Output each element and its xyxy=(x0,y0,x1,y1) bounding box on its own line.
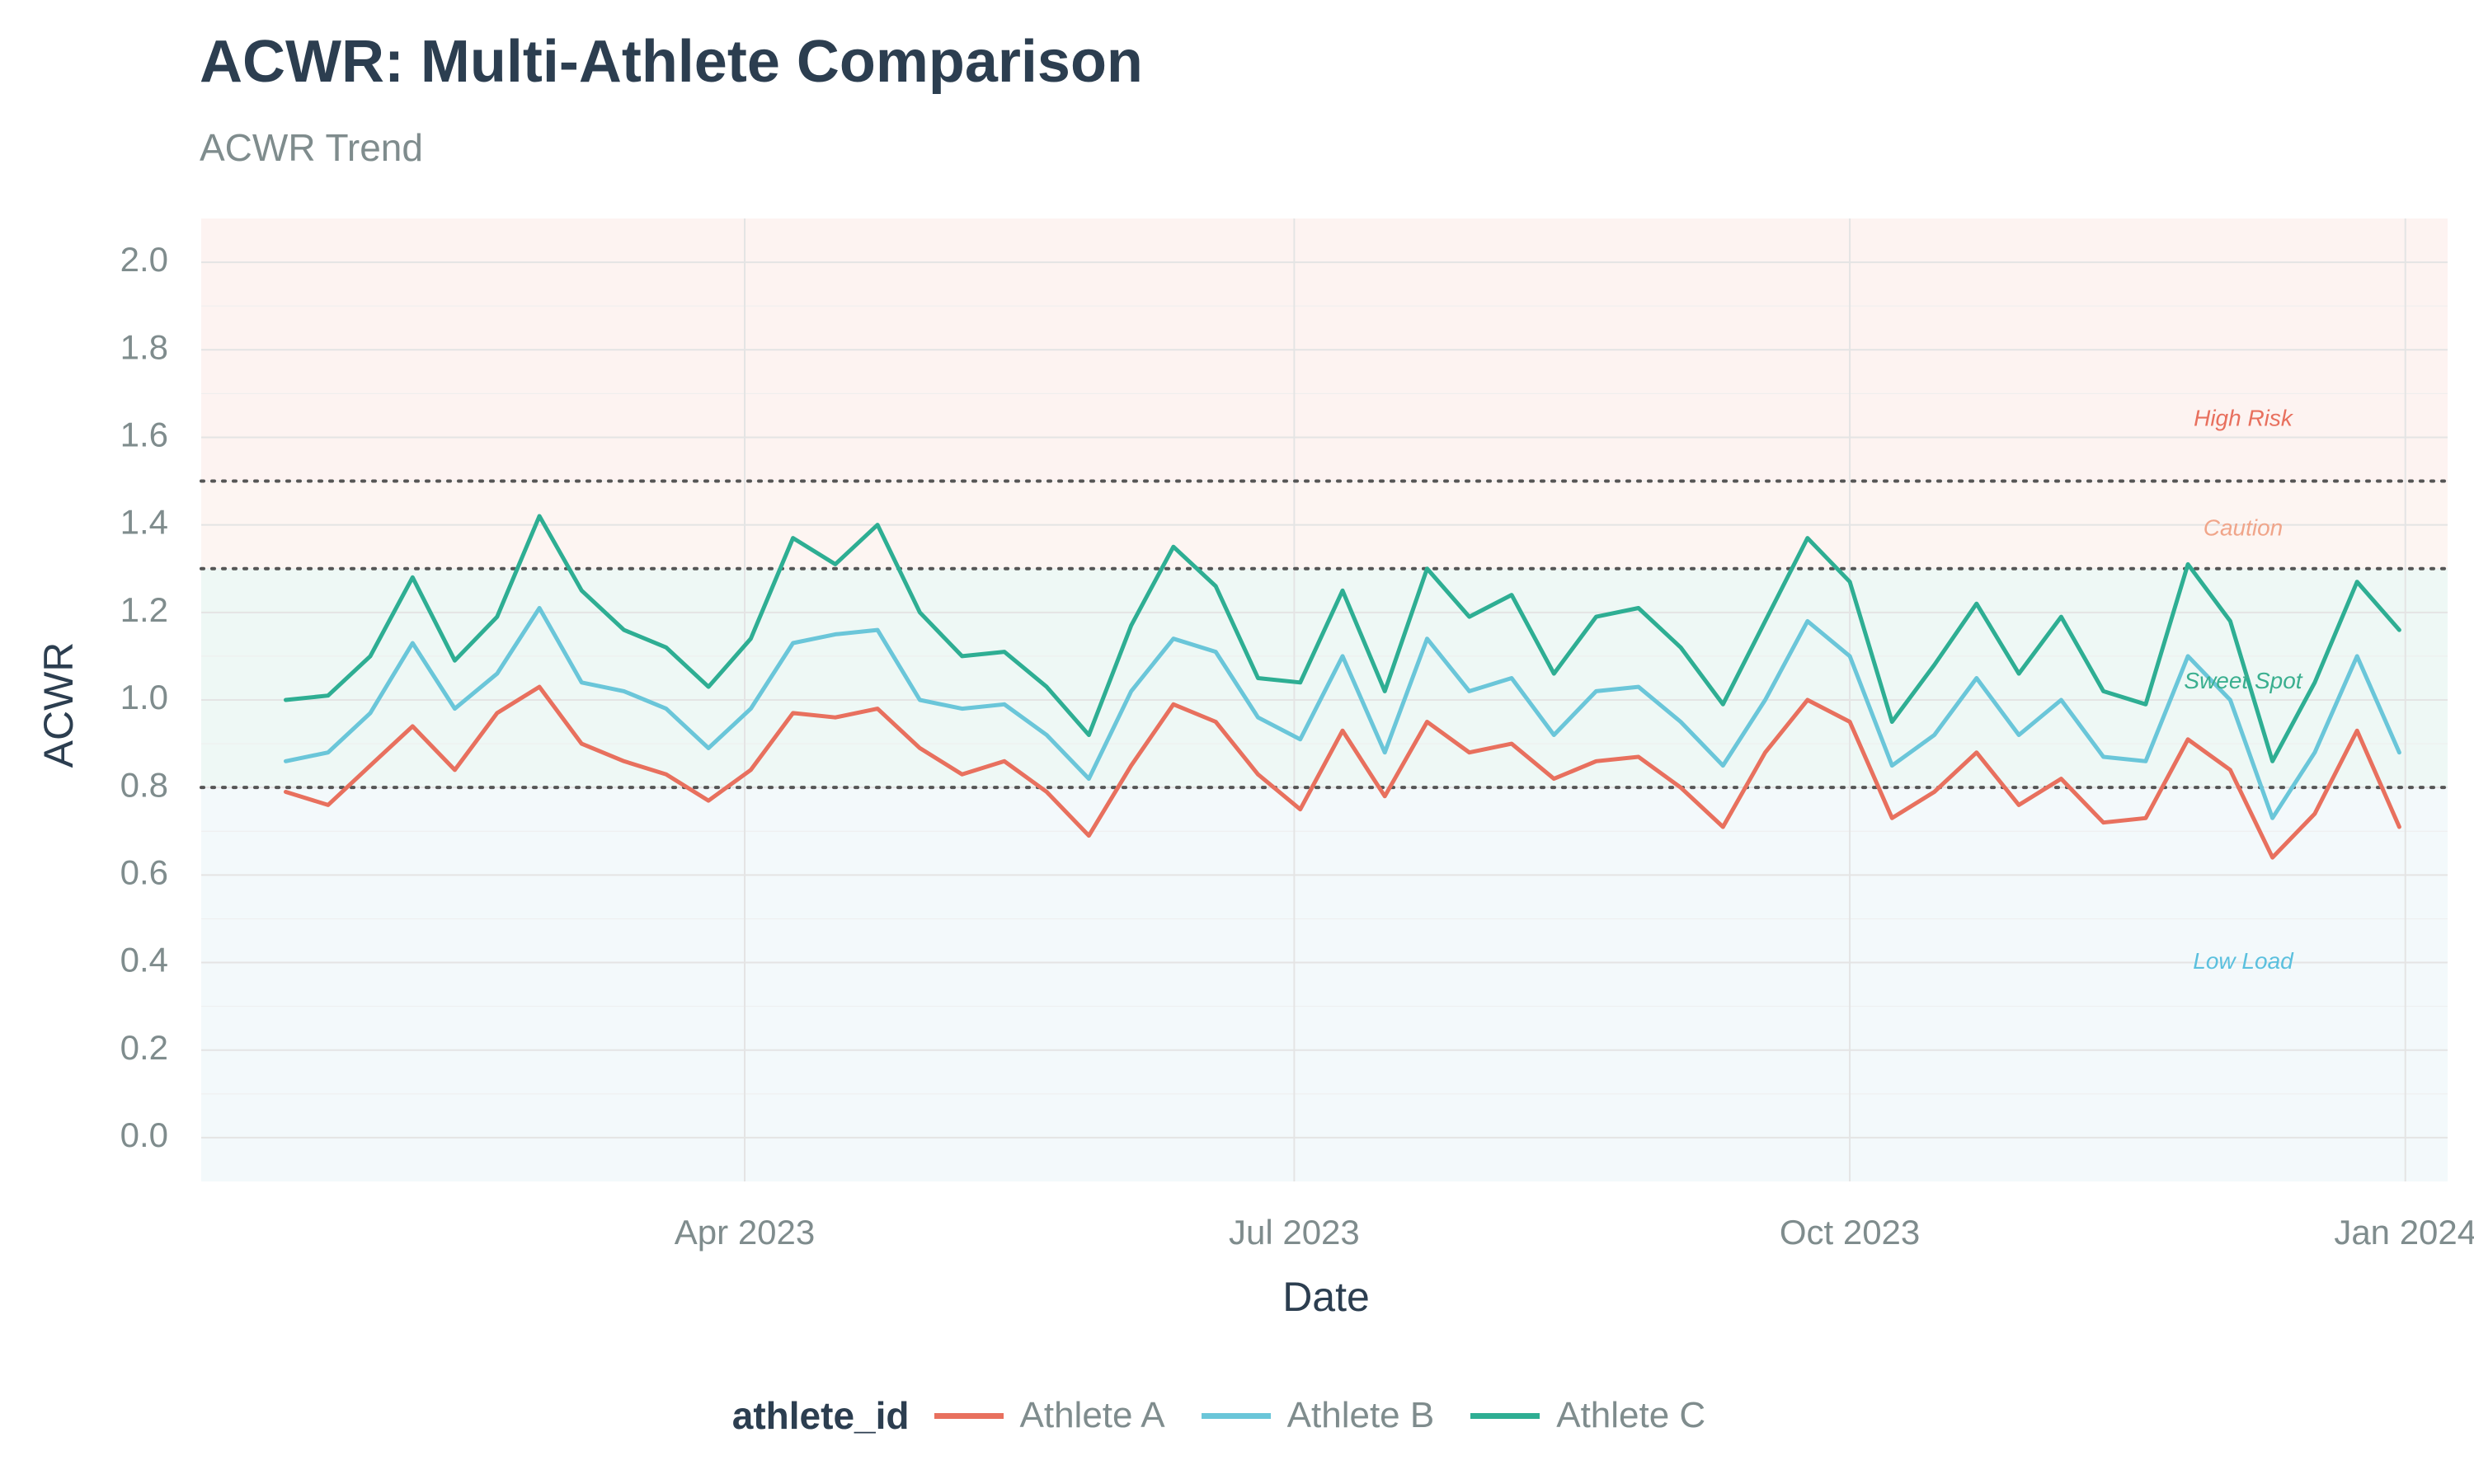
zone-band-sweet-spot xyxy=(201,568,2448,788)
x-tick-label: Apr 2023 xyxy=(675,1213,815,1252)
zone-labels: Low Load Sweet Spot Caution High Risk xyxy=(2184,406,2302,974)
y-tick-label: 0.8 xyxy=(120,765,168,804)
x-tick-label: Oct 2023 xyxy=(1780,1213,1920,1252)
y-tick-label: 0.6 xyxy=(120,852,168,891)
x-tick-label: Jul 2023 xyxy=(1229,1213,1360,1252)
series-line-athlete-a xyxy=(284,684,2401,860)
y-tick-label: 0.4 xyxy=(120,941,168,979)
y-tick-label: 1.0 xyxy=(120,678,168,716)
axis-ticks: 0.0 0.2 0.4 0.6 0.8 1.0 1.2 1.4 1.6 1.8 2.0 Apr 202… xyxy=(120,240,2474,1252)
legend-item-athlete-c: Athlete C xyxy=(1470,1395,1705,1436)
zone-label-high-risk: High Risk xyxy=(2194,406,2294,431)
y-tick-label: 1.2 xyxy=(120,590,168,629)
legend-label-athlete-b: Athlete B xyxy=(1286,1395,1435,1435)
y-tick-label: 1.8 xyxy=(120,327,168,366)
legend: athlete_id Athlete A Athlete B Athlete C xyxy=(0,1393,2474,1438)
y-tick-label: 1.4 xyxy=(120,503,168,542)
series-lines xyxy=(284,514,2401,860)
legend-item-athlete-a: Athlete A xyxy=(934,1395,1165,1436)
chart-title: ACWR: Multi-Athlete Comparison xyxy=(200,29,1143,95)
y-tick-label: 1.6 xyxy=(120,416,168,454)
legend-label-athlete-a: Athlete A xyxy=(1019,1395,1165,1435)
legend-swatch-athlete-b xyxy=(1201,1412,1271,1419)
zone-label-low-load: Low Load xyxy=(2193,948,2294,974)
y-tick-label: 0.0 xyxy=(120,1115,168,1154)
legend-swatch-athlete-c xyxy=(1470,1412,1540,1419)
y-axis-title: ACWR xyxy=(35,642,82,768)
y-tick-label: 0.2 xyxy=(120,1028,168,1067)
y-tick-label: 2.0 xyxy=(120,240,168,279)
x-axis-title: Date xyxy=(1282,1274,1370,1320)
legend-swatch-athlete-a xyxy=(934,1412,1004,1419)
legend-item-athlete-b: Athlete B xyxy=(1201,1395,1435,1436)
zone-band-low-load xyxy=(201,787,2448,1181)
legend-title: athlete_id xyxy=(731,1394,910,1437)
zone-label-caution: Caution xyxy=(2204,514,2284,540)
series-line-athlete-b xyxy=(284,606,2401,820)
x-tick-label: Jan 2024 xyxy=(2334,1213,2474,1252)
threshold-lines xyxy=(200,479,2449,790)
chart-subtitle: ACWR Trend xyxy=(200,126,423,169)
legend-label-athlete-c: Athlete C xyxy=(1556,1395,1706,1435)
grid-lines xyxy=(201,218,2448,1181)
series-line-athlete-c xyxy=(284,514,2401,763)
zone-label-sweet-spot: Sweet Spot xyxy=(2184,668,2302,693)
